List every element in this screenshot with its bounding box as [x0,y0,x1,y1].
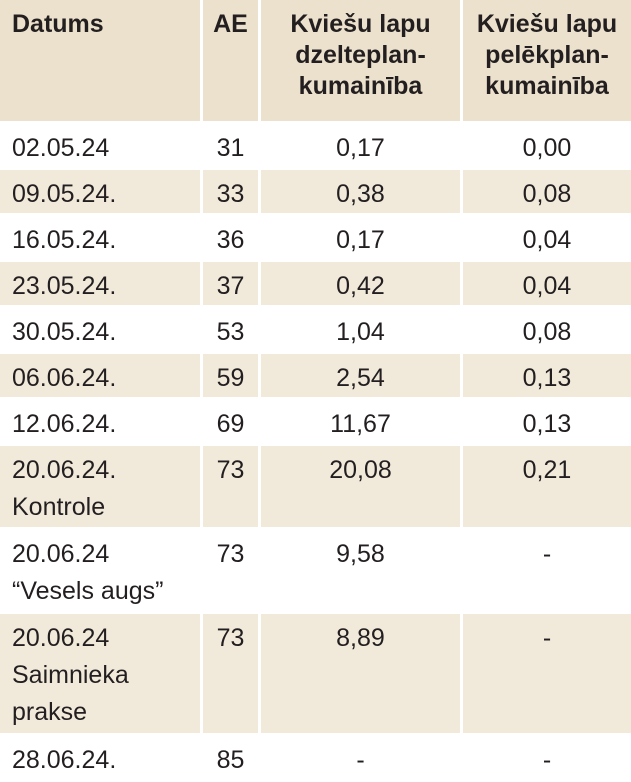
cell-date: 02.05.24 [0,124,203,170]
date-line: prakse [12,698,88,726]
cell-yellow-rust: 9,58 [261,530,463,614]
cell-date: 23.05.24. [0,262,203,308]
header-yellow-line: kumainība [298,72,423,100]
cell-date: 28.06.24. [0,736,203,782]
cell-date: 20.06.24 “Vesels augs” [0,530,203,614]
date-line: 16.05.24. [12,226,117,254]
cell-date: 06.06.24. [0,354,203,400]
cell-ae: 36 [203,216,261,262]
cell-grey-spot: - [463,530,631,614]
cell-ae: 73 [203,446,261,530]
table-row: 28.06.24. 85- - [0,736,631,782]
cell-yellow-rust: 0,17 [261,124,463,170]
table-row: 20.06.24 Saimnieka prakse 73 8,89- [0,614,631,736]
header-grey-line: kumainība [485,72,609,100]
cell-grey-spot: 0,00 [463,124,631,170]
cell-ae: 59 [203,354,261,400]
cell-grey-spot: 0,13 [463,354,631,400]
cell-ae: 33 [203,170,261,216]
cell-grey-spot: 0,08 [463,308,631,354]
header-row: Datums AE Kviešu lapu dzelteplan- kumain… [0,0,631,124]
date-line: 02.05.24 [12,134,110,162]
cell-yellow-rust: - [261,736,463,782]
date-line: 30.05.24. [12,318,117,346]
date-line: 09.05.24. [12,180,117,208]
cell-grey-spot: - [463,736,631,782]
cell-date: 09.05.24. [0,170,203,216]
date-line: 06.06.24. [12,364,117,392]
table-row: 20.06.24 “Vesels augs” 73 9,58- [0,530,631,614]
header-grey-line: pelēkplan- [485,41,609,69]
table-row: 12.06.24. 69 11,67 0,13 [0,400,631,446]
cell-ae: 73 [203,614,261,736]
date-line: 20.06.24 [12,624,110,652]
cell-date: 20.06.24. Kontrole [0,446,203,530]
header-ae: AE [203,0,261,124]
cell-ae: 69 [203,400,261,446]
table-row: 06.06.24. 59 2,54 0,13 [0,354,631,400]
cell-yellow-rust: 8,89 [261,614,463,736]
cell-grey-spot: 0,04 [463,262,631,308]
cell-yellow-rust: 20,08 [261,446,463,530]
header-yellow-line: Kviešu lapu [290,10,431,38]
header-date: Datums [0,0,203,124]
cell-date: 30.05.24. [0,308,203,354]
cell-grey-spot: 0,04 [463,216,631,262]
table-row: 20.06.24. Kontrole 73 20,08 0,21 [0,446,631,530]
date-line: 20.06.24. [12,456,117,484]
cell-yellow-rust: 0,42 [261,262,463,308]
cell-grey-spot: 0,21 [463,446,631,530]
cell-yellow-rust: 11,67 [261,400,463,446]
cell-yellow-rust: 2,54 [261,354,463,400]
cell-grey-spot: - [463,614,631,736]
table-row: 16.05.24. 36 0,17 0,04 [0,216,631,262]
cell-grey-spot: 0,08 [463,170,631,216]
cell-date: 16.05.24. [0,216,203,262]
date-line: 12.06.24. [12,410,117,438]
cell-yellow-rust: 0,17 [261,216,463,262]
table-row: 30.05.24. 53 1,04 0,08 [0,308,631,354]
cell-ae: 85 [203,736,261,782]
table-row: 23.05.24. 37 0,42 0,04 [0,262,631,308]
cell-ae: 53 [203,308,261,354]
cell-grey-spot: 0,13 [463,400,631,446]
header-yellow-rust: Kviešu lapu dzelteplan- kumainība [261,0,463,124]
header-ae-label: AE [213,10,248,38]
header-grey-line: Kviešu lapu [476,10,618,38]
cell-date: 20.06.24 Saimnieka prakse [0,614,203,736]
date-line: 28.06.24. [12,746,117,774]
cell-date: 12.06.24. [0,400,203,446]
date-line: “Vesels augs” [12,577,164,605]
header-grey-spot: Kviešu lapu pelēkplan- kumainība [463,0,631,124]
date-line: 23.05.24. [12,272,117,300]
cell-ae: 37 [203,262,261,308]
cell-yellow-rust: 0,38 [261,170,463,216]
header-date-label: Datums [12,10,104,38]
date-line: 20.06.24 [12,540,110,568]
date-line: Saimnieka [12,661,129,689]
table-row: 02.05.24 31 0,17 0,00 [0,124,631,170]
cell-ae: 73 [203,530,261,614]
date-line: Kontrole [12,493,106,521]
table-body: 02.05.24 31 0,17 0,00 09.05.24. 33 0,38 0,08 16.… [0,124,631,782]
cell-yellow-rust: 1,04 [261,308,463,354]
cell-ae: 31 [203,124,261,170]
header-yellow-line: dzelteplan- [295,41,426,69]
table-row: 09.05.24. 33 0,38 0,08 [0,170,631,216]
